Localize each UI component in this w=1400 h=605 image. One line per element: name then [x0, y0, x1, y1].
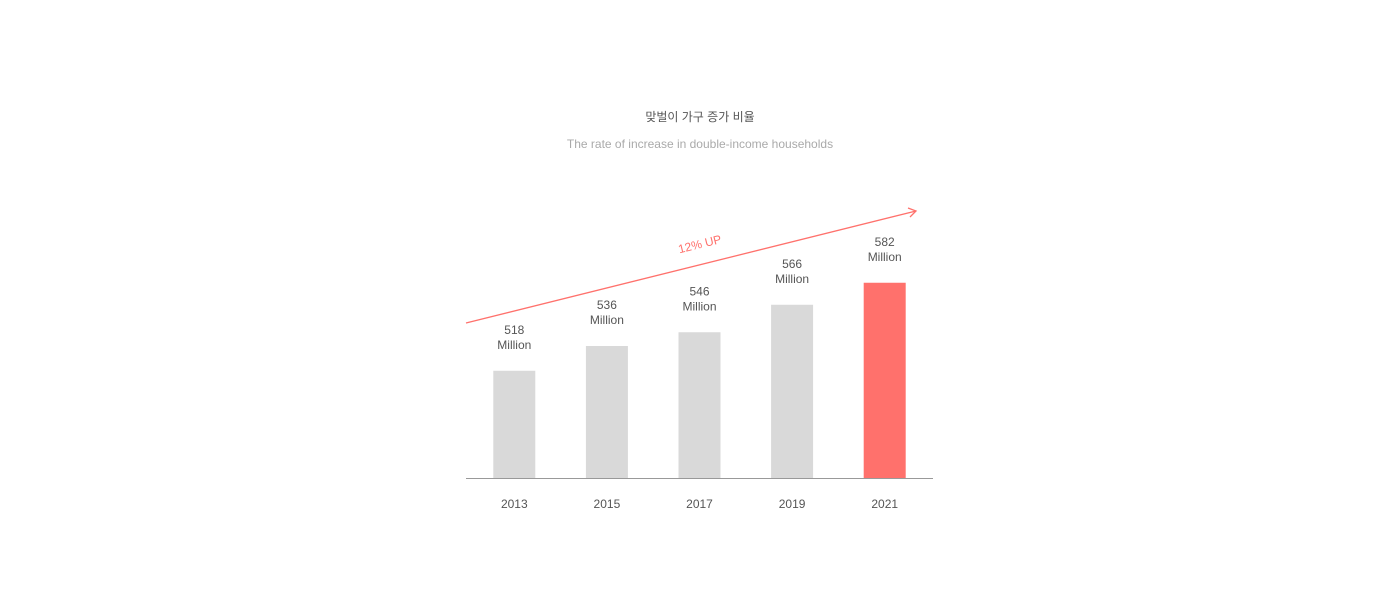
bar — [863, 282, 906, 478]
x-tick-label: 2021 — [871, 497, 898, 511]
value-label-line: Million — [775, 272, 809, 286]
value-label: 536 Million — [590, 298, 624, 327]
x-tick-label: 2019 — [779, 497, 806, 511]
value-label-line: Million — [682, 299, 716, 313]
x-tick-label: 2013 — [501, 497, 528, 511]
chart-subtitle: The rate of increase in double-income ho… — [567, 137, 833, 151]
x-tick-label: 2017 — [686, 497, 713, 511]
bar — [585, 346, 628, 478]
bar — [678, 332, 721, 478]
bar — [493, 370, 536, 478]
value-label-line: 536 — [597, 298, 617, 312]
value-label: 518 Million — [497, 323, 531, 352]
trend-arrow — [465, 210, 917, 324]
value-label-line: 566 — [782, 257, 802, 271]
value-label: 546 Million — [682, 284, 716, 313]
value-label-line: Million — [868, 250, 902, 264]
value-label-line: 518 — [504, 323, 524, 337]
value-label: 566 Million — [775, 257, 809, 286]
annotation: 12% UP — [677, 232, 723, 256]
value-label-line: 546 — [689, 284, 709, 298]
value-label-line: 582 — [875, 235, 895, 249]
value-label-line: Million — [590, 313, 624, 327]
chart-title: 맞벌이 가구 증가 비율 — [645, 110, 754, 124]
arrow-head — [907, 207, 918, 218]
value-label-line: Million — [497, 338, 531, 352]
x-tick-label: 2015 — [594, 497, 621, 511]
bar — [771, 304, 814, 478]
value-label: 582 Million — [868, 235, 902, 264]
